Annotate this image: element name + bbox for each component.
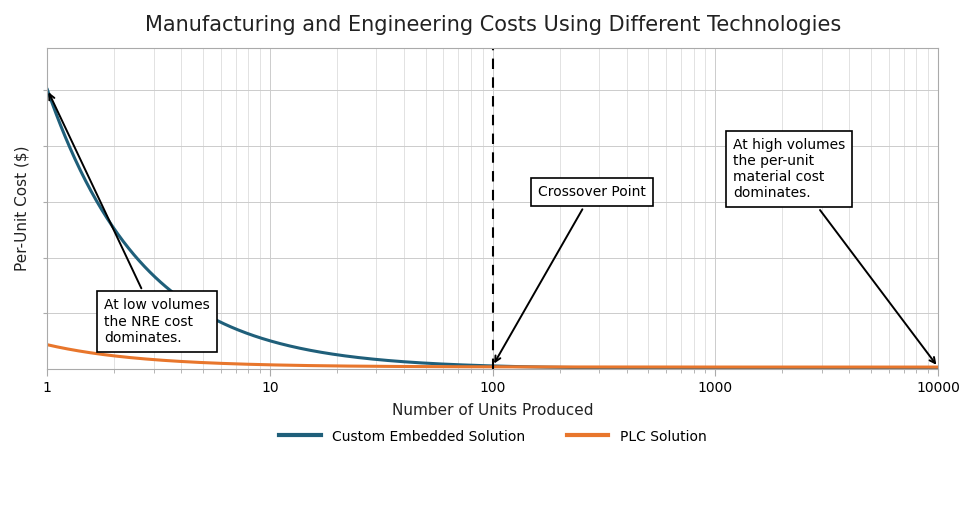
Text: At low volumes
the NRE cost
dominates.: At low volumes the NRE cost dominates. (50, 94, 210, 345)
Custom Embedded Solution (42, 87, 54, 93)
Custom Embedded Solution (752, 365, 763, 372)
Line: PLC Solution: PLC Solution (48, 345, 938, 367)
PLC Solution (653, 364, 665, 370)
PLC Solution (434, 363, 446, 370)
Y-axis label: Per-Unit Cost ($): Per-Unit Cost ($) (15, 146, 30, 271)
X-axis label: Number of Units Produced: Number of Units Produced (392, 403, 594, 418)
Custom Embedded Solution (736, 365, 748, 372)
Custom Embedded Solution (402, 359, 413, 365)
PLC Solution (402, 363, 413, 370)
Text: Crossover Point: Crossover Point (495, 185, 646, 362)
PLC Solution (752, 364, 763, 370)
Custom Embedded Solution (133, 257, 144, 263)
Text: At high volumes
the per-unit
material cost
dominates.: At high volumes the per-unit material co… (733, 138, 935, 363)
PLC Solution (133, 355, 144, 362)
Custom Embedded Solution (932, 365, 944, 372)
Custom Embedded Solution (434, 361, 446, 367)
PLC Solution (42, 342, 54, 348)
Legend: Custom Embedded Solution, PLC Solution: Custom Embedded Solution, PLC Solution (274, 425, 712, 449)
PLC Solution (932, 364, 944, 370)
Title: Manufacturing and Engineering Costs Using Different Technologies: Manufacturing and Engineering Costs Usin… (144, 15, 840, 35)
Line: Custom Embedded Solution: Custom Embedded Solution (48, 90, 938, 369)
PLC Solution (736, 364, 748, 370)
Custom Embedded Solution (653, 365, 665, 371)
